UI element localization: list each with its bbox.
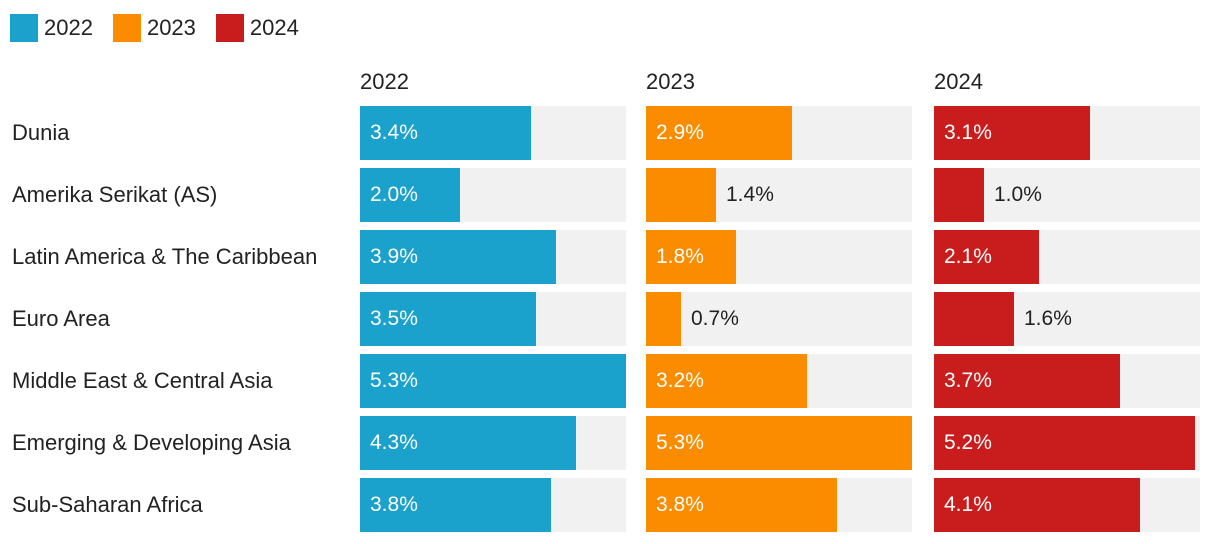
bar-2024-3 xyxy=(934,292,1014,346)
bar-2023-1 xyxy=(646,168,716,222)
legend-item-2024: 2024 xyxy=(215,14,299,42)
legend-swatch xyxy=(10,14,38,42)
bar-2024-4 xyxy=(934,354,1120,408)
data-label: 1.4% xyxy=(726,183,774,206)
data-label: 3.2% xyxy=(656,369,704,392)
data-label: 3.8% xyxy=(370,493,418,516)
bar-track: 3.8% xyxy=(646,478,912,532)
category-label: Emerging & Developing Asia xyxy=(12,430,291,455)
data-label: 3.5% xyxy=(370,307,418,330)
bar-track: 3.8% xyxy=(360,478,626,532)
bar-2024-0 xyxy=(934,106,1090,160)
bar-2022-0 xyxy=(360,106,531,160)
data-label: 0.7% xyxy=(691,307,739,330)
bar-track: 3.9% xyxy=(360,230,626,284)
data-label: 3.9% xyxy=(370,245,418,268)
legend-label: 2023 xyxy=(146,15,196,40)
legend-label: 2022 xyxy=(44,15,93,40)
bar-track: 4.1% xyxy=(934,478,1200,532)
data-label: 1.8% xyxy=(656,245,704,268)
bar-track: 3.2% xyxy=(646,354,912,408)
chart-legend: 2022 2023 2024 xyxy=(10,13,319,43)
data-label: 3.1% xyxy=(944,121,992,144)
bar-track: 3.1% xyxy=(934,106,1200,160)
bar-track: 1.0% xyxy=(934,168,1200,222)
data-label: 5.3% xyxy=(370,369,418,392)
category-label: Euro Area xyxy=(12,306,110,331)
legend-label: 2024 xyxy=(249,15,299,40)
bar-track: 5.2% xyxy=(934,416,1200,470)
bar-2023-0 xyxy=(646,106,792,160)
data-label: 2.0% xyxy=(370,183,418,206)
bar-2022-1 xyxy=(360,168,460,222)
bar-2022-6 xyxy=(360,478,551,532)
bar-2022-5 xyxy=(360,416,576,470)
bar-track: 3.7% xyxy=(934,354,1200,408)
legend-item-2022: 2022 xyxy=(10,14,93,42)
bar-2023-5 xyxy=(646,416,912,470)
legend-swatch xyxy=(112,14,141,42)
bar-track: 5.3% xyxy=(360,354,626,408)
panel-title-2022: 2022 xyxy=(360,69,409,94)
data-label: 3.7% xyxy=(944,369,992,392)
panel-title-2023: 2023 xyxy=(646,69,695,94)
bar-track: 1.6% xyxy=(934,292,1200,346)
data-label: 5.2% xyxy=(944,431,992,454)
bar-2024-2 xyxy=(934,230,1039,284)
category-label: Dunia xyxy=(12,120,70,145)
bar-2022-4 xyxy=(360,354,626,408)
bar-2024-6 xyxy=(934,478,1140,532)
category-label: Middle East & Central Asia xyxy=(12,368,273,393)
data-label: 1.0% xyxy=(994,183,1042,206)
bar-2023-2 xyxy=(646,230,736,284)
bar-track: 0.7% xyxy=(646,292,912,346)
bar-2024-1 xyxy=(934,168,984,222)
bar-2023-4 xyxy=(646,354,807,408)
panel-title-2024: 2024 xyxy=(934,69,983,94)
legend-item-2023: 2023 xyxy=(112,14,196,42)
bar-track: 5.3% xyxy=(646,416,912,470)
data-label: 3.8% xyxy=(656,493,704,516)
data-label: 3.4% xyxy=(370,121,418,144)
category-label: Latin America & The Caribbean xyxy=(12,244,318,269)
bar-2024-5 xyxy=(934,416,1195,470)
legend-swatch xyxy=(215,14,244,42)
bar-track: 4.3% xyxy=(360,416,626,470)
data-label: 1.6% xyxy=(1024,307,1072,330)
bar-2022-2 xyxy=(360,230,556,284)
data-label: 2.9% xyxy=(656,121,704,144)
bar-2023-6 xyxy=(646,478,837,532)
bar-track: 3.4% xyxy=(360,106,626,160)
bar-track: 2.9% xyxy=(646,106,912,160)
data-label: 4.1% xyxy=(944,493,992,516)
bar-2022-3 xyxy=(360,292,536,346)
bar-track: 2.0% xyxy=(360,168,626,222)
bar-track: 2.1% xyxy=(934,230,1200,284)
bar-2023-3 xyxy=(646,292,681,346)
bar-track: 1.4% xyxy=(646,168,912,222)
bar-track: 3.5% xyxy=(360,292,626,346)
data-label: 5.3% xyxy=(656,431,704,454)
data-label: 4.3% xyxy=(370,431,418,454)
data-label: 2.1% xyxy=(944,245,992,268)
category-label: Sub-Saharan Africa xyxy=(12,492,203,517)
bar-track: 1.8% xyxy=(646,230,912,284)
category-label: Amerika Serikat (AS) xyxy=(12,182,218,207)
